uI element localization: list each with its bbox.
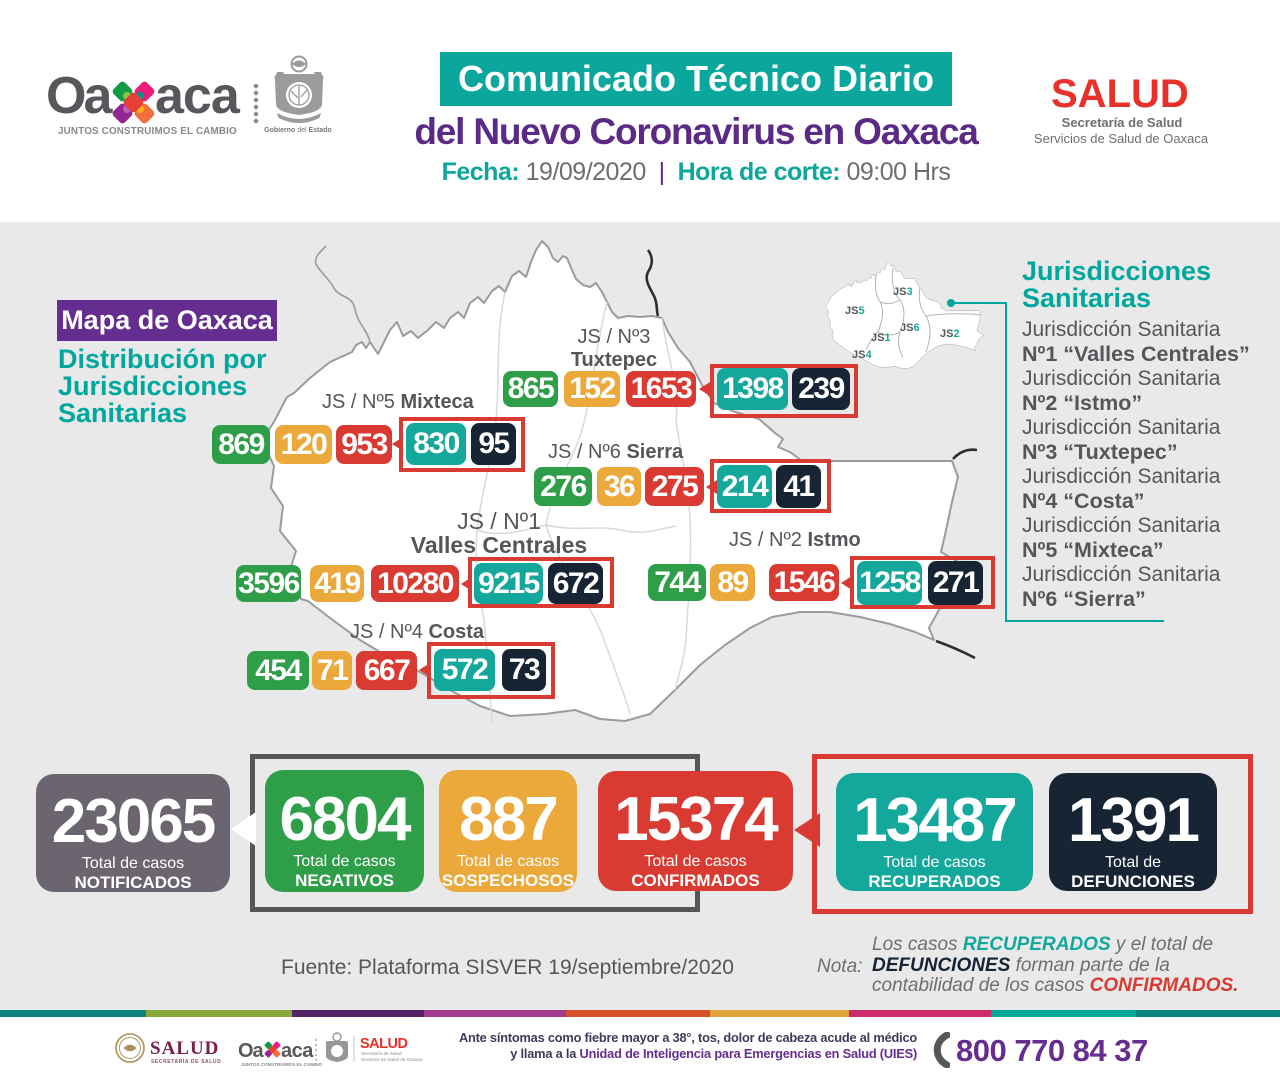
svg-text:Servicios de Salud de Oaxaca: Servicios de Salud de Oaxaca [361, 1057, 423, 1062]
svg-text:SALUD: SALUD [150, 1038, 219, 1059]
svg-text:SALUD: SALUD [360, 1036, 407, 1052]
svg-text:JS3: JS3 [893, 286, 913, 298]
svg-text:JS4: JS4 [852, 349, 872, 361]
svg-text:aca: aca [281, 1040, 314, 1062]
svg-text:JUNTOS CONSTRUIMOS EL CAMBIO: JUNTOS CONSTRUIMOS EL CAMBIO [241, 1062, 323, 1067]
svg-text:Secretaría de Salud: Secretaría de Salud [361, 1051, 402, 1056]
svg-text:JS1: JS1 [871, 332, 891, 344]
svg-text:SECRETARÍA DE SALUD: SECRETARÍA DE SALUD [151, 1057, 221, 1065]
svg-text:JS2: JS2 [940, 328, 960, 340]
svg-text:JS5: JS5 [845, 305, 865, 317]
svg-text:JS6: JS6 [900, 322, 920, 334]
svg-text:Oa: Oa [238, 1040, 265, 1062]
